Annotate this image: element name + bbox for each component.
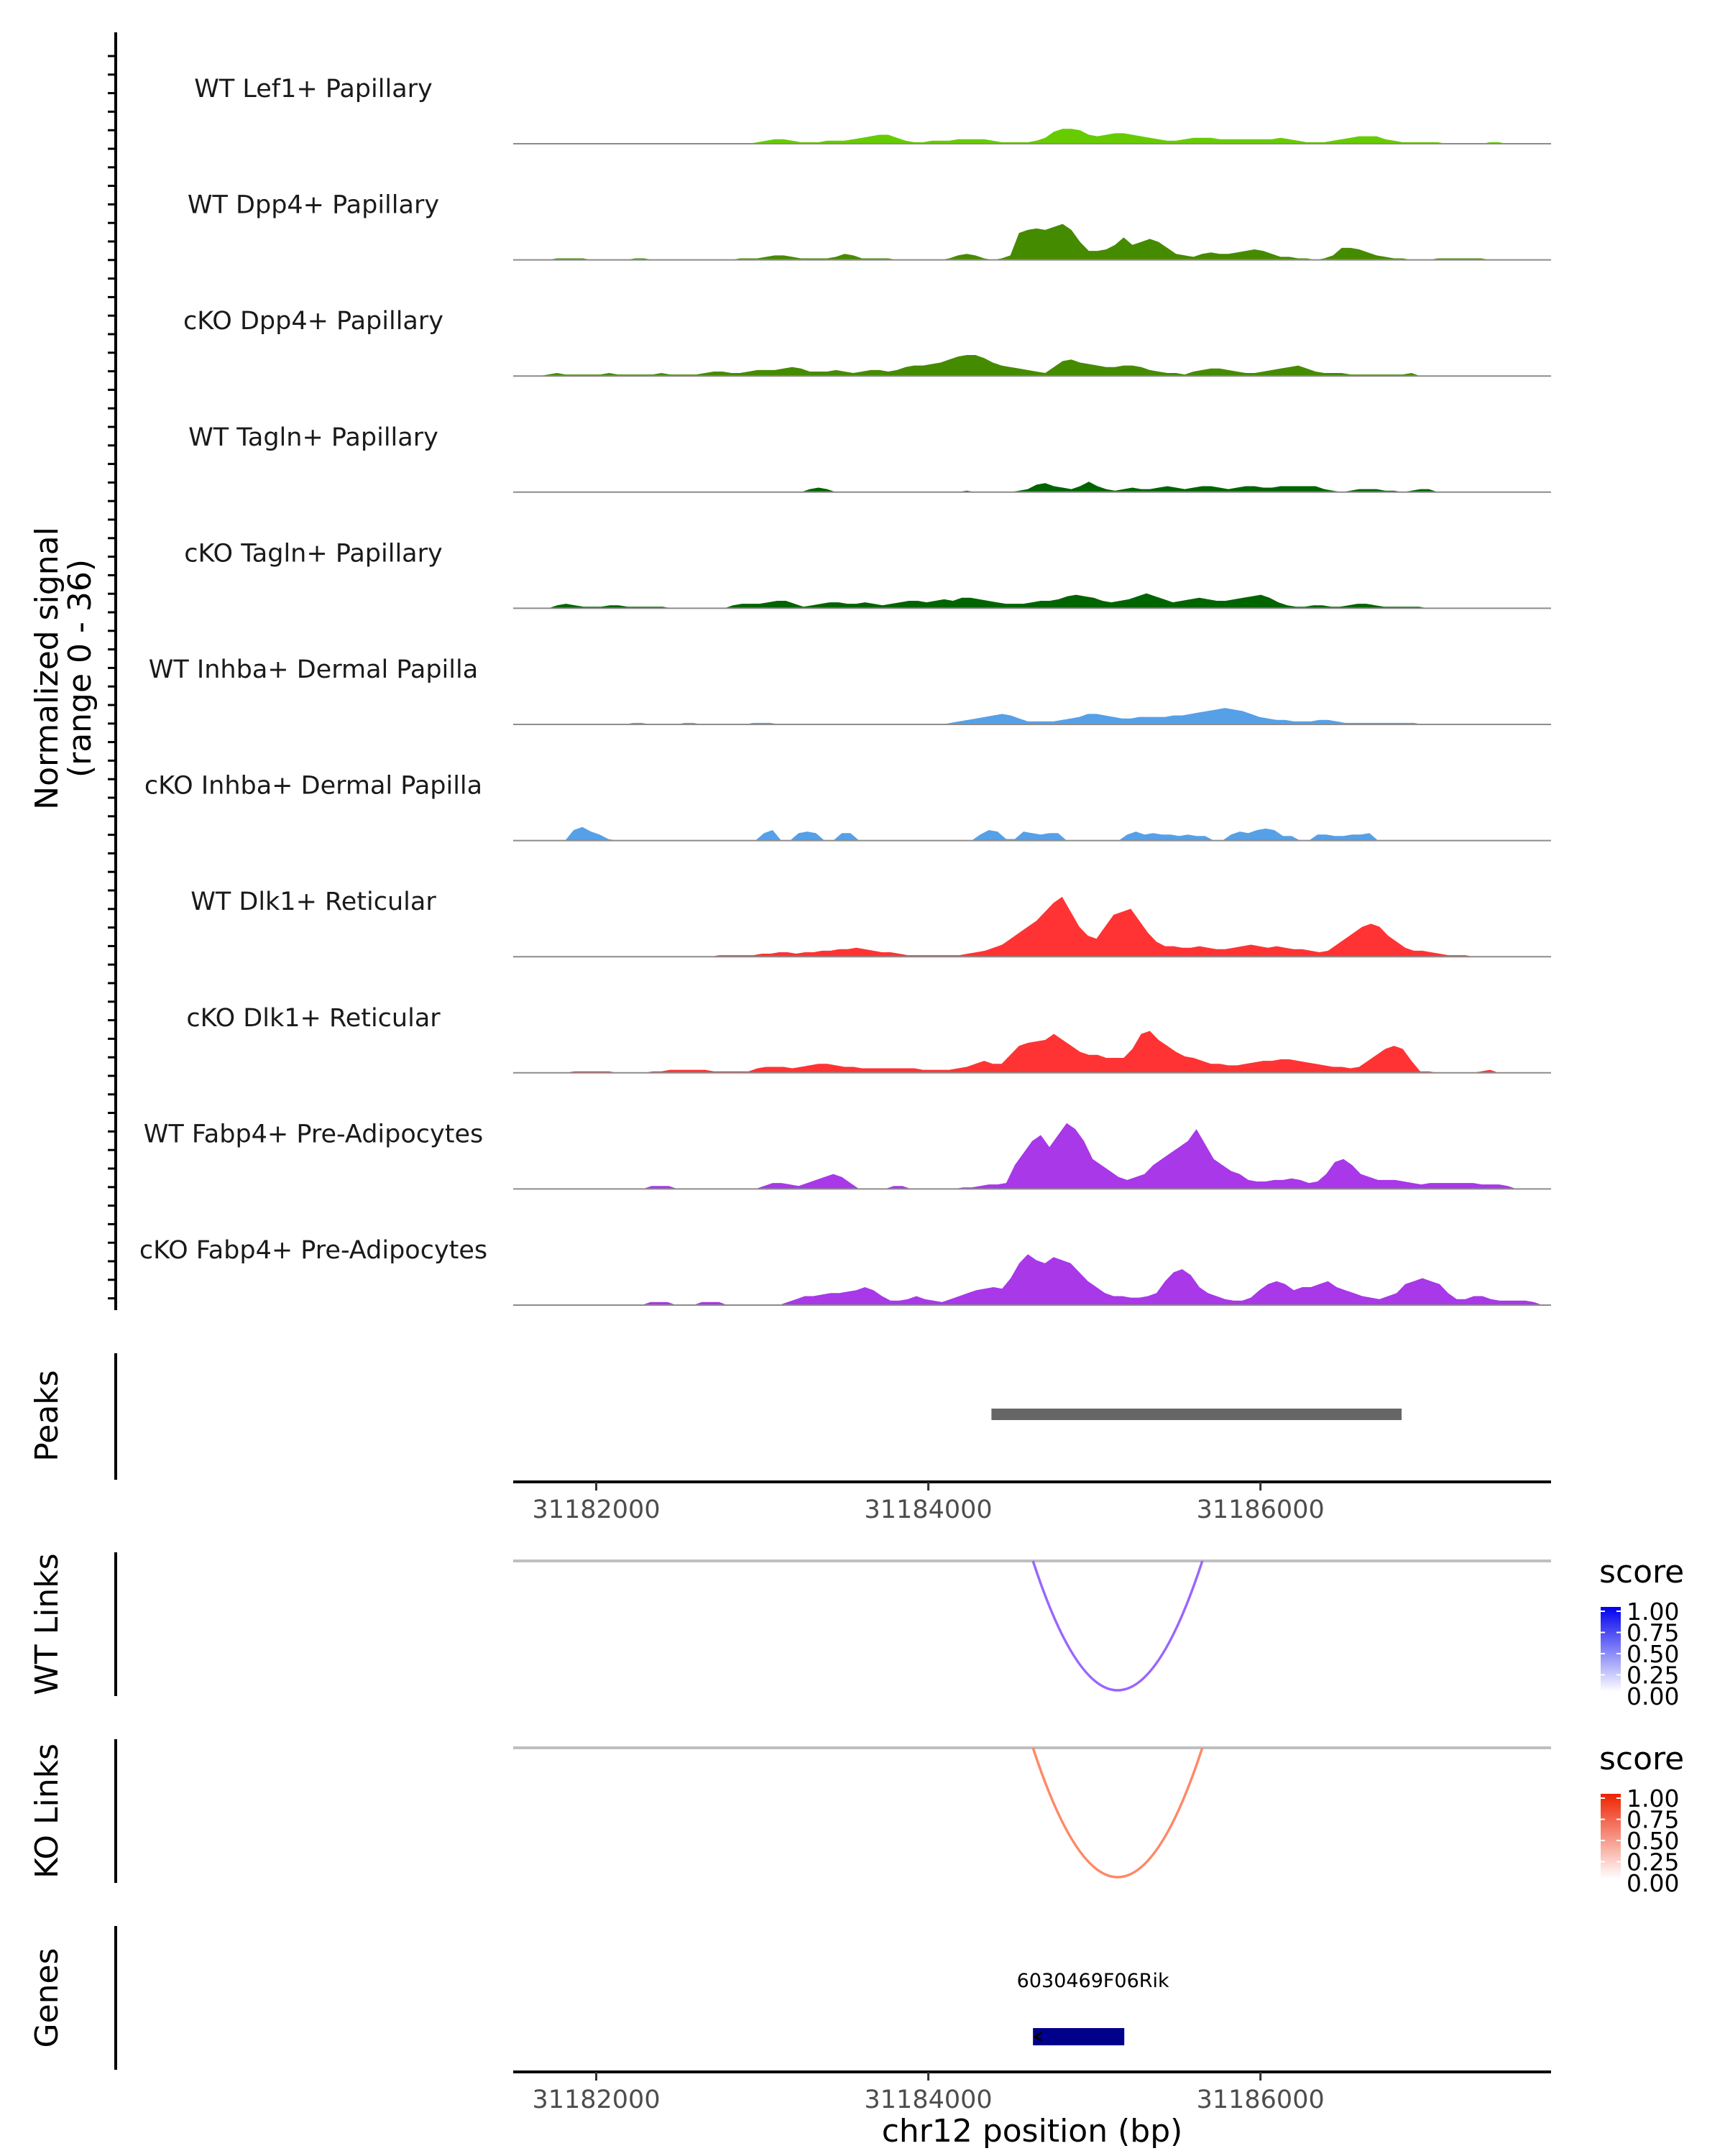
- track-label: cKO Fabp4+ Pre-Adipocytes: [139, 1236, 487, 1265]
- track-label: cKO Dpp4+ Papillary: [183, 307, 443, 336]
- gene-name: 6030469F06Rik: [1017, 1970, 1169, 1992]
- coverage-area: [513, 129, 1551, 144]
- genes-x-axis: 31182000 31184000 31186000: [532, 2072, 1325, 2114]
- coverage-track: WT Dpp4+ Papillary: [188, 191, 1551, 261]
- x-tick-label: 31184000: [865, 1496, 993, 1524]
- legend-tick-label: 0.25: [1627, 1662, 1679, 1690]
- legend-colorbar: [1601, 1607, 1621, 1692]
- link-arc: [1031, 1747, 1204, 1879]
- track-label: cKO Dlk1+ Reticular: [186, 1004, 441, 1033]
- coverage-area: [513, 224, 1551, 260]
- coverage-track: WT Tagln+ Papillary: [188, 423, 1551, 493]
- coverage-tracks: WT Lef1+ Papillary WT Dpp4+ Papillary cKO …: [139, 75, 1551, 1306]
- legend-tick-label: 1.00: [1627, 1598, 1679, 1626]
- links-label: KO Links: [29, 1743, 65, 1879]
- coverage-area: [513, 355, 1551, 377]
- coverage-area: [513, 896, 1551, 957]
- link-arc: [1031, 1560, 1204, 1692]
- x-tick-label: 31186000: [1197, 2086, 1325, 2114]
- gene-body: [1033, 2028, 1125, 2045]
- track-label: WT Fabp4+ Pre-Adipocytes: [144, 1120, 483, 1148]
- legend-title: score: [1599, 1554, 1684, 1590]
- coverage-track: WT Inhba+ Dermal Papilla: [149, 655, 1551, 725]
- coverage-y-label-line1: Normalized signal: [29, 527, 65, 810]
- peak-region: [991, 1409, 1402, 1420]
- track-label: WT Lef1+ Papillary: [194, 75, 433, 103]
- track-label: cKO Tagln+ Papillary: [184, 539, 443, 568]
- legend-tick-label: 0.50: [1627, 1640, 1679, 1668]
- legend-tick-label: 1.00: [1627, 1784, 1679, 1812]
- legend-tick-label: 0.75: [1627, 1806, 1679, 1834]
- strand-arrow: [1033, 2031, 1042, 2042]
- legend-tick-label: 0.50: [1627, 1827, 1679, 1855]
- x-tick-label: 31184000: [865, 2086, 993, 2114]
- legend-tick-label: 0.75: [1627, 1619, 1679, 1647]
- x-tick-label: 31182000: [532, 1496, 660, 1524]
- legend-title: score: [1599, 1741, 1684, 1777]
- x-axis-title: chr12 position (bp): [882, 2113, 1183, 2150]
- x-tick-label: 31182000: [532, 2086, 660, 2114]
- legend-tick-label: 0.00: [1627, 1869, 1679, 1897]
- legend-tick-label: 0.00: [1627, 1682, 1679, 1710]
- peaks-label: Peaks: [29, 1370, 65, 1461]
- coverage-area: [513, 1123, 1551, 1189]
- coverage-track: cKO Dlk1+ Reticular: [186, 1004, 1551, 1074]
- genes-label: Genes: [29, 1948, 65, 2047]
- coverage-area: [513, 1254, 1551, 1305]
- gene-items: 6030469F06Rik: [1017, 1970, 1169, 2045]
- coverage-area: [513, 593, 1551, 609]
- coverage-area: [513, 482, 1551, 492]
- genes-panel: Genes 6030469F06Rik 31182000 31184000 3118…: [29, 1926, 1551, 2150]
- coverage-track: WT Lef1+ Papillary: [194, 75, 1551, 144]
- track-label: WT Dpp4+ Papillary: [188, 191, 439, 220]
- coverage-panel: Normalized signal (range 0 - 36) WT Lef1…: [29, 32, 1551, 1310]
- legend-colorbar: [1601, 1794, 1621, 1879]
- coverage-track: WT Dlk1+ Reticular: [190, 888, 1551, 958]
- track-label: cKO Inhba+ Dermal Papilla: [144, 772, 482, 801]
- coverage-area: [513, 1031, 1551, 1073]
- x-tick-label: 31186000: [1197, 1496, 1325, 1524]
- track-label: WT Dlk1+ Reticular: [190, 888, 436, 916]
- links-panel: KO Links score 1.000.750.500.250.00: [29, 1739, 1684, 1897]
- coverage-track: WT Fabp4+ Pre-Adipocytes: [144, 1120, 1551, 1190]
- links-label: WT Links: [29, 1553, 65, 1695]
- coverage-y-label-line2: (range 0 - 36): [62, 559, 98, 778]
- coverage-area: [513, 826, 1551, 841]
- coverage-track: cKO Inhba+ Dermal Papilla: [144, 772, 1551, 842]
- legend-tick-label: 0.25: [1627, 1848, 1679, 1876]
- links-panel: WT Links score 1.000.750.500.250.00: [29, 1552, 1684, 1710]
- peaks-x-axis: 31182000 31184000 31186000: [532, 1482, 1325, 1524]
- track-label: WT Tagln+ Papillary: [188, 423, 438, 452]
- track-label: WT Inhba+ Dermal Papilla: [149, 655, 478, 684]
- coverage-track: cKO Dpp4+ Papillary: [183, 307, 1551, 377]
- coverage-y-axis-ticks: [108, 55, 116, 1300]
- coverage-area: [513, 708, 1551, 724]
- coverage-track: cKO Fabp4+ Pre-Adipocytes: [139, 1236, 1551, 1306]
- peaks-panel: Peaks 31182000 31184000 31186000: [29, 1353, 1551, 1524]
- peak-regions: [991, 1409, 1402, 1420]
- coverage-track: cKO Tagln+ Papillary: [184, 539, 1551, 609]
